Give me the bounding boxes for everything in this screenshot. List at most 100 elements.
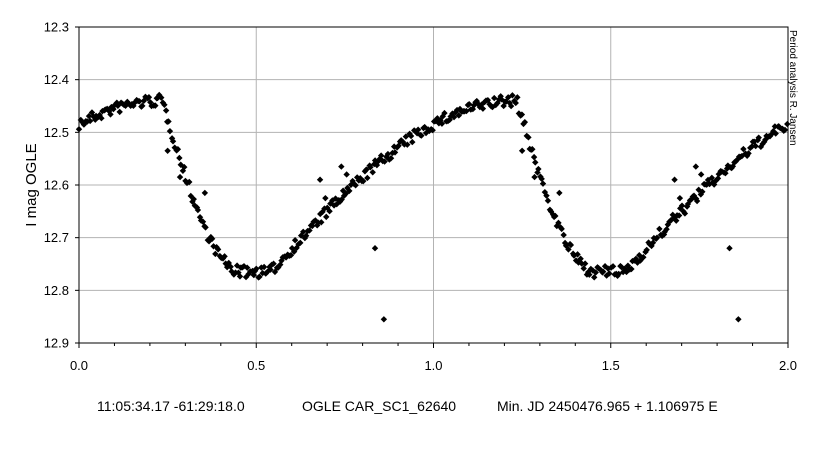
data-point [86, 117, 94, 125]
data-point [586, 271, 593, 278]
data-point [732, 158, 739, 165]
data-point [441, 109, 448, 117]
data-point [580, 265, 587, 272]
data-point [615, 270, 622, 278]
data-point [80, 121, 88, 128]
data-point [227, 263, 234, 270]
data-point [743, 152, 751, 159]
data-point [306, 227, 313, 234]
x-tick-label: 2.0 [779, 358, 797, 373]
data-point [729, 163, 737, 170]
x-tick-label: 1.5 [602, 358, 620, 373]
data-point [96, 111, 103, 119]
data-point [236, 273, 244, 280]
data-point [404, 141, 411, 148]
data-point [221, 253, 228, 260]
data-point [369, 169, 376, 176]
data-point [724, 162, 732, 169]
data-point [537, 173, 544, 180]
data-point [194, 206, 202, 214]
data-point [164, 147, 171, 154]
data-point [122, 102, 129, 109]
data-point [770, 128, 777, 135]
data-point [473, 97, 480, 105]
data-point [631, 257, 638, 264]
data-point [677, 205, 684, 212]
data-point [291, 236, 299, 244]
data-point [688, 196, 695, 203]
data-point [572, 257, 580, 264]
data-point [136, 98, 143, 105]
data-point [158, 94, 165, 101]
data-point [768, 130, 775, 138]
data-point [338, 196, 345, 203]
data-point [699, 188, 706, 195]
y-tick-label: 12.6 [44, 178, 69, 193]
data-point [165, 118, 172, 125]
data-point [484, 96, 492, 104]
x-tick-label: 1.0 [424, 358, 442, 373]
data-point [450, 113, 458, 121]
data-point [509, 92, 516, 99]
data-point [671, 176, 678, 183]
data-point [235, 269, 242, 276]
data-point [270, 260, 277, 267]
data-point [465, 100, 473, 108]
data-point [666, 218, 673, 225]
data-point [539, 180, 547, 187]
data-point [697, 191, 705, 198]
data-point [455, 112, 463, 119]
data-point [176, 173, 184, 181]
data-point [567, 241, 575, 249]
data-point [648, 242, 655, 250]
data-point [697, 171, 705, 178]
data-point [723, 165, 731, 172]
data-point [360, 177, 367, 185]
data-point [201, 189, 209, 197]
data-point [338, 163, 345, 170]
data-point [193, 204, 201, 211]
data-point [757, 143, 765, 151]
data-point [169, 138, 177, 145]
data-point [212, 250, 219, 258]
data-point [267, 266, 274, 273]
data-point [90, 113, 97, 120]
data-point [453, 106, 461, 114]
data-point [680, 208, 687, 215]
data-point [628, 265, 635, 273]
data-point [574, 251, 581, 258]
data-point [414, 126, 422, 133]
data-point [558, 225, 565, 233]
data-point [565, 246, 572, 253]
y-tick-label: 12.4 [44, 72, 69, 87]
data-point [498, 96, 505, 103]
data-point [113, 99, 121, 106]
y-tick-label: 12.5 [44, 125, 69, 140]
data-point [181, 163, 188, 171]
footer-star-id: OGLE CAR_SC1_62640 [302, 398, 457, 414]
y-tick-label: 12.7 [44, 230, 69, 245]
data-point [219, 255, 227, 262]
data-point [439, 113, 446, 120]
data-point [177, 161, 184, 168]
data-point [161, 101, 168, 108]
data-point [704, 176, 712, 184]
data-point [660, 231, 668, 238]
data-point [671, 214, 678, 222]
data-point [511, 97, 518, 105]
data-points [75, 91, 791, 323]
data-point [748, 143, 756, 150]
data-point [709, 179, 717, 186]
data-point [409, 138, 416, 146]
data-point [514, 94, 521, 101]
data-point [692, 163, 700, 170]
data-point [591, 274, 598, 281]
data-point [318, 219, 325, 226]
data-point [116, 108, 123, 116]
data-point [640, 253, 647, 261]
data-point [186, 178, 193, 186]
data-point [589, 267, 597, 274]
data-point [552, 212, 559, 220]
data-point [543, 192, 550, 199]
data-point [561, 239, 569, 247]
